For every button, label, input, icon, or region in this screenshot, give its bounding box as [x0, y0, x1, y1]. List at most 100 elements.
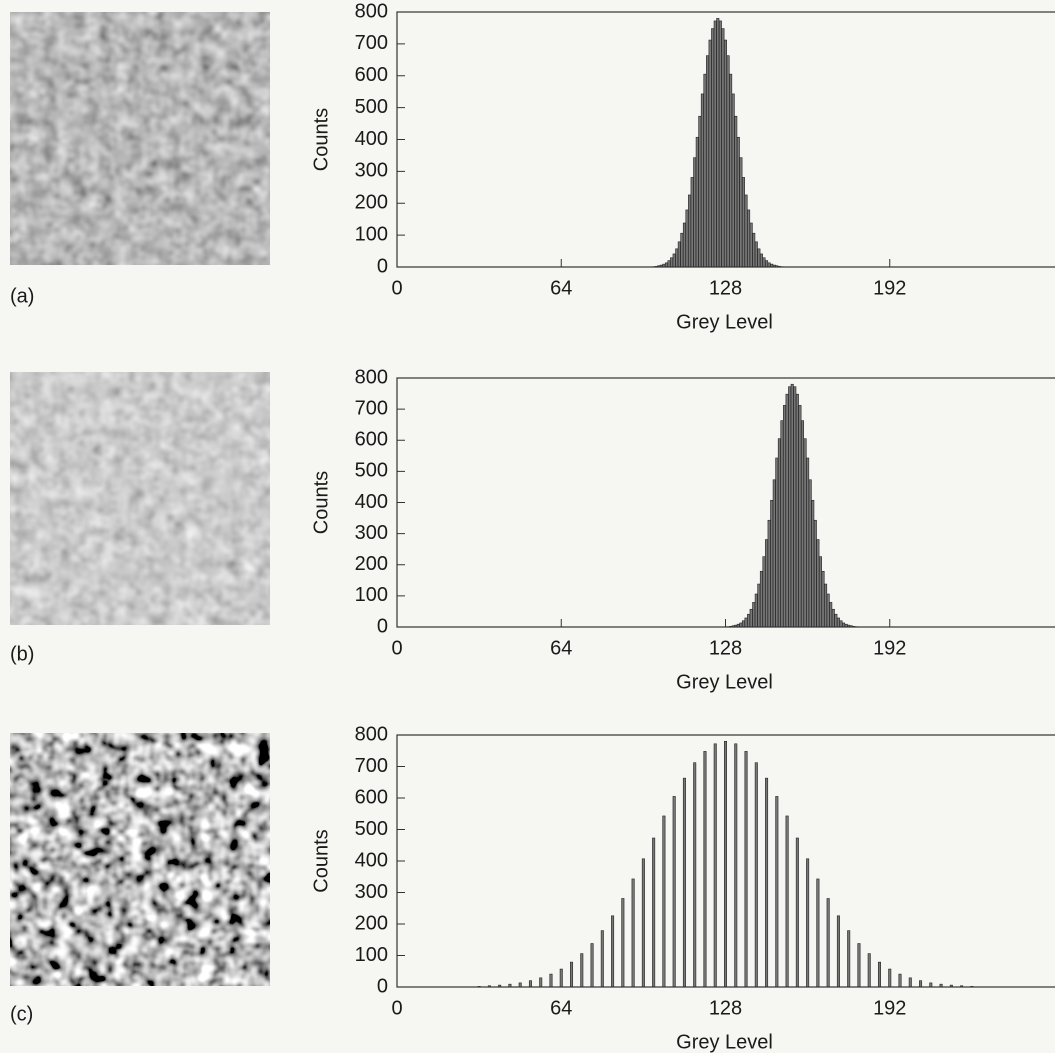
y-tick-label: 400: [355, 491, 388, 513]
bar: [775, 457, 779, 628]
bar: [726, 55, 730, 268]
y-axis-label: Counts: [310, 108, 332, 171]
bar: [816, 878, 820, 988]
bar: [718, 20, 722, 268]
plot-frame: [396, 11, 1055, 268]
bar: [570, 961, 574, 988]
x-tick-label: 192: [873, 277, 906, 299]
bar: [744, 751, 748, 988]
bar: [703, 751, 707, 988]
bar: [824, 583, 828, 628]
x-tick-label: 128: [709, 277, 742, 299]
x-tick-label: 0: [391, 997, 402, 1019]
bar: [600, 930, 604, 988]
bar: [641, 858, 645, 988]
y-tick-label: 0: [377, 615, 388, 637]
bar: [806, 457, 810, 628]
bar: [744, 194, 748, 268]
bar: [808, 479, 812, 628]
bar: [664, 262, 668, 268]
bar: [811, 500, 815, 628]
bar: [672, 253, 676, 268]
bar: [721, 28, 725, 268]
bar: [777, 438, 781, 628]
bar: [549, 973, 553, 988]
bar: [793, 386, 797, 628]
bar: [611, 915, 615, 988]
bar: [741, 177, 745, 268]
y-tick-label: 0: [377, 255, 388, 277]
bar: [729, 73, 733, 268]
bar: [829, 602, 833, 628]
bar: [836, 617, 840, 628]
bar: [775, 796, 779, 988]
bar: [765, 777, 769, 988]
y-tick-label: 600: [355, 786, 388, 808]
bar: [682, 222, 686, 268]
bar: [621, 898, 625, 988]
bar: [739, 157, 743, 268]
bar: [713, 743, 717, 988]
bar: [867, 953, 871, 988]
x-tick-label: 64: [550, 637, 572, 659]
bar: [693, 157, 697, 268]
bar: [693, 762, 697, 988]
y-tick-label: 600: [355, 64, 388, 86]
x-tick-label: 64: [550, 277, 572, 299]
texture-image: [10, 733, 270, 986]
y-tick-label: 200: [355, 553, 388, 575]
y-tick-label: 500: [355, 460, 388, 482]
bar: [826, 593, 830, 628]
y-tick-label: 500: [355, 96, 388, 118]
bar: [698, 115, 702, 268]
bar: [788, 386, 792, 628]
bar: [772, 479, 776, 628]
bar: [747, 209, 751, 268]
x-tick-label: 128: [709, 997, 742, 1019]
bar: [739, 622, 743, 628]
bar: [711, 28, 715, 268]
bar: [836, 915, 840, 988]
bar: [813, 519, 817, 628]
y-axis-label: Counts: [310, 471, 332, 534]
x-axis-label: Grey Level: [676, 311, 773, 333]
y-tick-label: 200: [355, 192, 388, 214]
texture-image: [10, 372, 270, 625]
x-axis-label: Grey Level: [676, 671, 773, 693]
x-tick-label: 128: [709, 637, 742, 659]
y-tick-label: 100: [355, 584, 388, 606]
bar: [839, 620, 843, 628]
bar: [888, 968, 892, 988]
bar: [831, 608, 835, 628]
x-tick-label: 0: [391, 637, 402, 659]
bar: [670, 257, 674, 268]
bar: [765, 260, 769, 268]
y-tick-label: 600: [355, 429, 388, 451]
bar: [767, 262, 771, 268]
panel-label: (a): [10, 285, 34, 307]
bar: [706, 55, 710, 268]
x-tick-label: 64: [550, 997, 572, 1019]
bar: [757, 583, 761, 628]
bar: [672, 796, 676, 988]
bar: [754, 241, 758, 268]
bar: [898, 973, 902, 988]
plot-frame: [396, 734, 1055, 988]
bar: [919, 980, 923, 988]
bar: [736, 136, 740, 268]
panel-label: (c): [10, 1003, 33, 1025]
bar: [803, 438, 807, 628]
bar: [703, 73, 707, 268]
bar: [754, 762, 758, 988]
y-tick-label: 700: [355, 32, 388, 54]
y-tick-label: 500: [355, 818, 388, 840]
bar: [783, 405, 787, 628]
bar: [744, 617, 748, 628]
bar: [652, 837, 656, 988]
y-tick-label: 800: [355, 723, 388, 745]
texture-image: [10, 12, 270, 265]
bar: [798, 405, 802, 628]
y-tick-label: 300: [355, 881, 388, 903]
bar: [780, 420, 784, 628]
